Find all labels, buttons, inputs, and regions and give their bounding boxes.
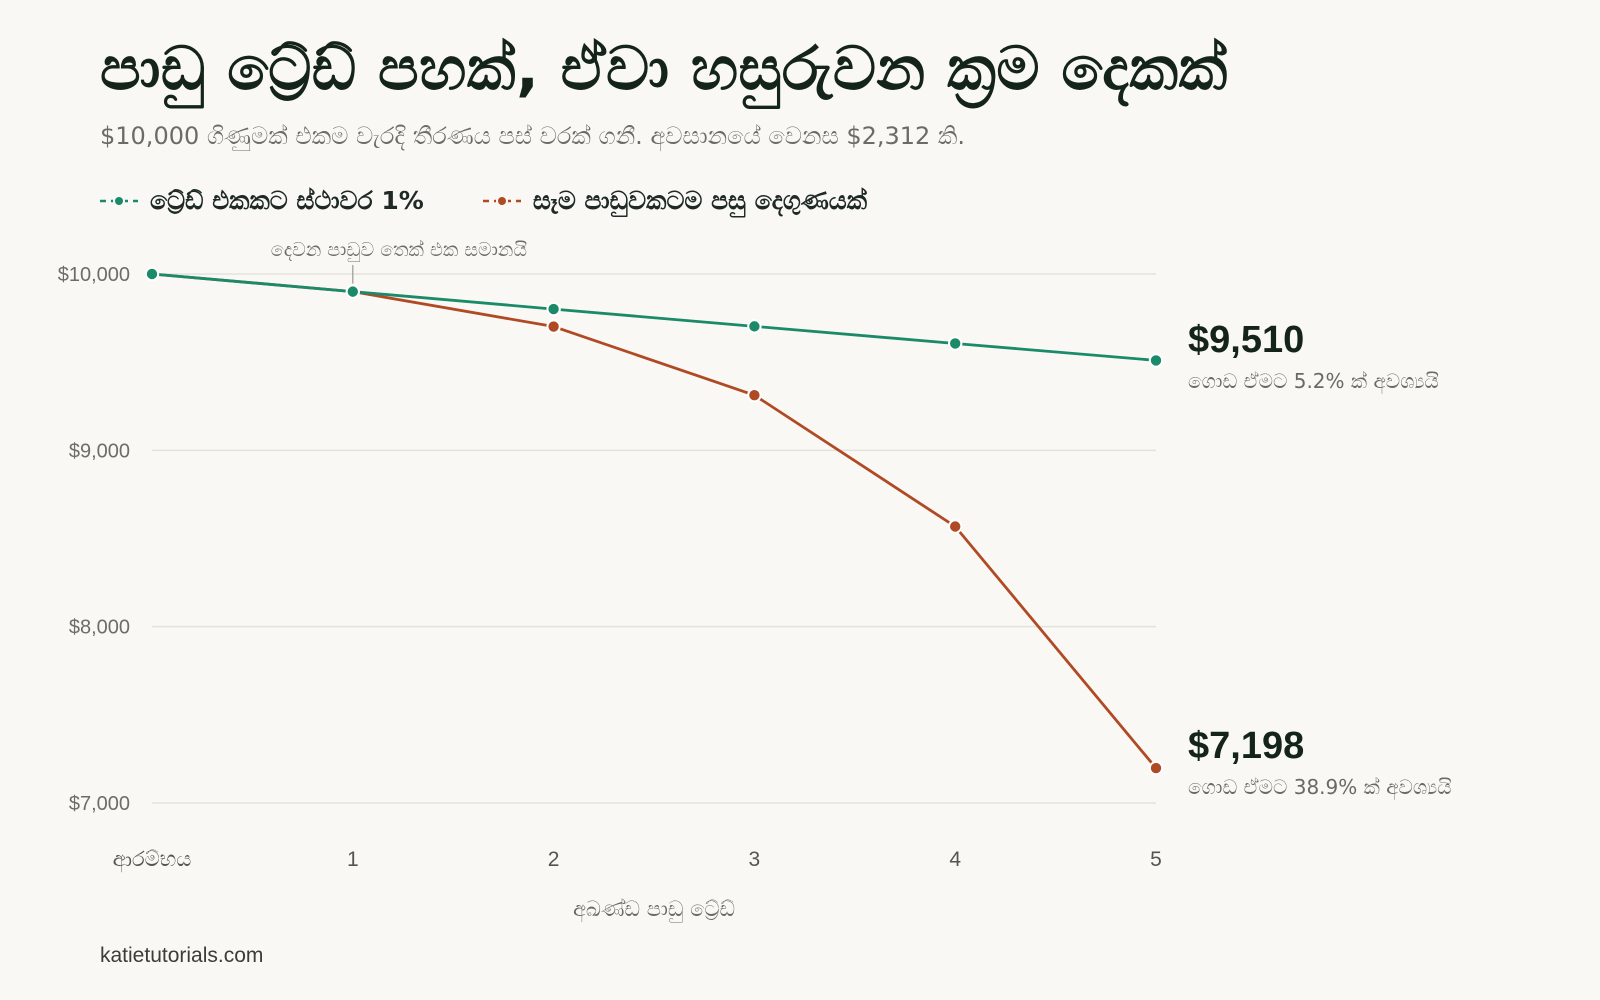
chart-subtitle: $10,000 ගිණුමක් එකම වැරදි තීරණය පස් වරක්… [100,122,966,150]
annotation-label: දෙවන පාඩුව තෙක් එක සමානයි [271,239,527,263]
data-point [144,266,160,282]
x-axis-ticks: ආරම්භය 1 2 3 4 5 [113,848,1162,873]
y-tick-label: $8,000 [69,617,130,639]
series-line-fixed [151,272,1157,362]
legend-item-fixed: ට්‍රේඩ් එකකට ස්ථාවර 1% [100,186,424,216]
legend: ට්‍රේඩ් එකකට ස්ථාවර 1% සෑම පාඩුවකටම පසු … [100,186,921,220]
data-point [948,336,963,351]
source-credit: katietutorials.com [100,944,264,967]
end-note-double: ගොඩ ඒමට 38.9% ක් අවශ්‍යයි [1188,775,1452,800]
series-fixed [144,266,1164,368]
data-point [345,284,360,299]
x-tick-label: 4 [949,848,961,871]
data-point [948,519,963,534]
data-point [747,319,762,334]
y-tick-label: $7,000 [69,793,130,815]
x-tick-label: 1 [347,848,359,871]
end-labels: $9,510 ගොඩ ඒමට 5.2% ක් අවශ්‍යයි $7,198 ගොඩ … [1188,319,1452,800]
data-point [1148,760,1164,776]
legend-label-fixed: ට්‍රේඩ් එකකට ස්ථාවර 1% [150,186,424,215]
x-axis-label: අඛණ්ඩ පාඩු ට්‍රේඩ් [573,897,735,923]
series-lines [144,266,1164,776]
data-point [546,301,561,317]
y-tick-label: $9,000 [69,440,130,462]
legend-label-double: සෑම පාඩුවකටම පසු දෙගුණයක් [532,186,868,215]
y-tick-label: $10,000 [58,264,130,286]
legend-item-double: සෑම පාඩුවකටම පසු දෙගුණයක් [482,186,868,216]
series-double [144,266,1164,776]
x-tick-label: 3 [749,848,761,871]
grid-lines [152,273,1156,804]
x-tick-label: ආරම්භය [113,848,192,873]
x-tick-label: 2 [548,848,560,871]
y-axis-ticks: $10,000 $9,000 $8,000 $7,000 [58,264,130,815]
chart-title: පාඩු ට්‍රේඩ් පහක්, ඒවා හසුරුවන ක්‍රම දෙක… [100,34,1228,104]
end-note-fixed: ගොඩ ඒමට 5.2% ක් අවශ්‍යයි [1188,369,1439,394]
annotations: දෙවන පාඩුව තෙක් එක සමානයි [271,239,527,284]
data-point [747,387,762,403]
x-tick-label: 5 [1150,848,1162,871]
legend-swatch-fixed [100,195,138,207]
data-point [1148,353,1164,368]
end-value-fixed: $9,510 [1188,319,1304,361]
data-point [546,319,561,334]
legend-swatch-double [482,195,521,207]
end-value-double: $7,198 [1188,725,1304,767]
